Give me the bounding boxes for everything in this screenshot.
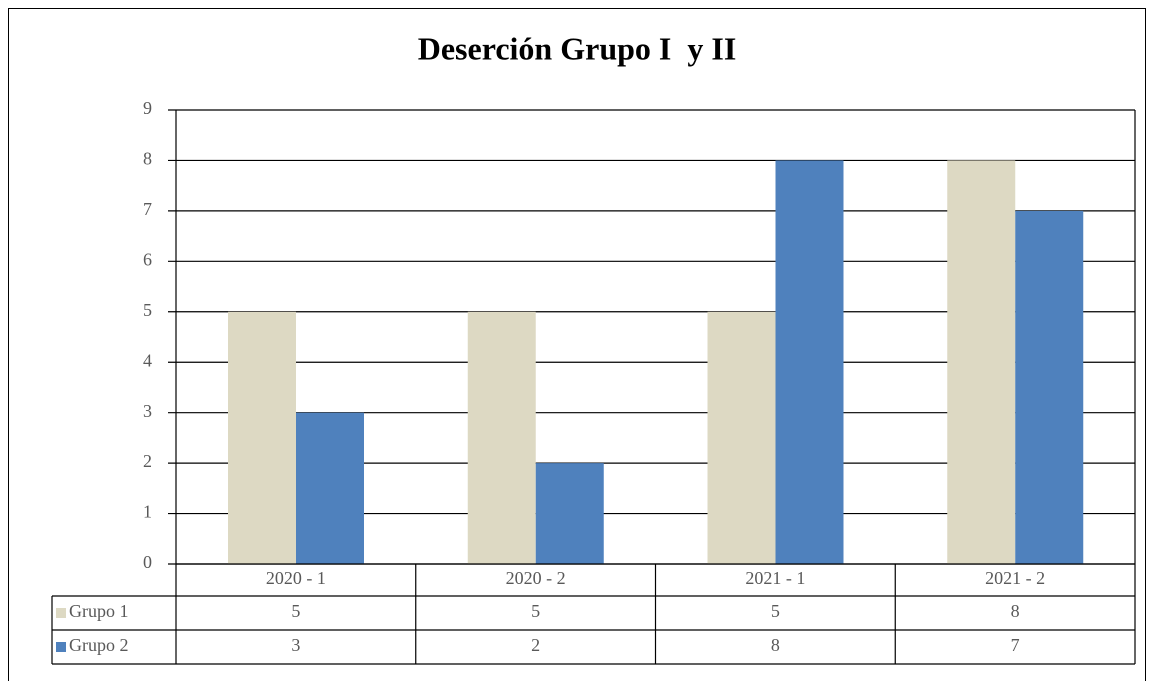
x-tick-label: 2020 - 2	[506, 568, 566, 588]
table-value: 5	[291, 601, 300, 621]
table-value: 2	[531, 635, 540, 655]
table-value: 5	[771, 601, 780, 621]
x-tick-label: 2021 - 1	[745, 568, 805, 588]
x-tick-label: 2021 - 2	[985, 568, 1045, 588]
table-value: 8	[1011, 601, 1020, 621]
legend-label: Grupo 1	[69, 601, 129, 621]
y-tick-label: 2	[143, 451, 152, 471]
y-tick-label: 0	[143, 552, 152, 572]
table-value: 7	[1011, 635, 1020, 655]
y-tick-label: 8	[143, 149, 152, 169]
bar	[707, 311, 776, 564]
y-tick-label: 4	[143, 350, 152, 370]
bar	[947, 160, 1016, 564]
legend-label: Grupo 2	[69, 635, 129, 655]
y-tick-label: 6	[143, 249, 152, 269]
y-tick-label: 3	[143, 401, 152, 421]
bar	[296, 412, 364, 564]
bar	[535, 463, 604, 564]
chart-title: Deserción Grupo I y II	[418, 30, 737, 66]
legend-swatch	[56, 642, 66, 652]
bar	[228, 311, 296, 564]
legend-swatch	[56, 608, 66, 618]
y-tick-label: 7	[143, 199, 152, 219]
bar	[1015, 210, 1084, 564]
y-tick-label: 1	[143, 502, 152, 522]
table-value: 5	[531, 601, 540, 621]
y-tick-label: 9	[143, 98, 152, 118]
bar	[775, 160, 844, 564]
x-tick-label: 2020 - 1	[266, 568, 326, 588]
table-value: 3	[291, 635, 300, 655]
bar	[467, 311, 536, 564]
table-value: 8	[771, 635, 780, 655]
y-tick-label: 5	[143, 300, 152, 320]
